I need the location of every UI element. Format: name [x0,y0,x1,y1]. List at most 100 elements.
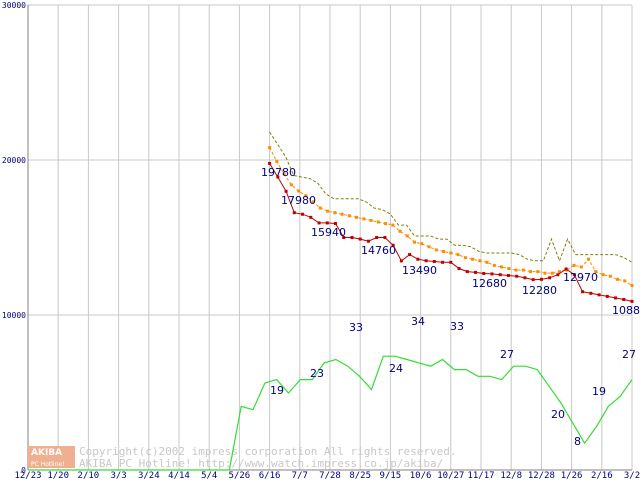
average-point [601,273,605,277]
x-tick-label: 9/15 [380,471,402,480]
average-point [500,265,504,269]
average-point [536,270,540,274]
grid [27,4,633,471]
shop-count-label: 27 [622,348,636,361]
x-tick-label: 7/28 [319,471,341,480]
min-price-label: 12280 [522,284,557,297]
average-point [485,260,489,264]
min-price-label: 12680 [472,277,507,290]
shop-count-label: 27 [500,348,514,361]
logo-text-top: AKIBA [31,448,62,458]
x-tick-label: 12/23 [14,471,41,480]
min-point [556,273,560,277]
average-point [587,257,591,261]
min-point [539,277,543,281]
average-point [340,212,344,216]
average-point [275,160,279,164]
min-point [523,276,527,280]
average-point [355,215,359,219]
x-tick-label: 5/4 [201,471,217,480]
min-point [375,236,379,239]
min-point [449,260,453,264]
average-point [521,268,525,272]
logo-box-bottom [28,458,75,468]
min-price-label: 19780 [261,166,296,179]
average-point [427,245,431,249]
x-tick-label: 4/14 [168,471,190,480]
copyright-line-2: AKIBA PC Hotline! http://www.watch.impre… [79,457,443,470]
average-point [529,270,533,274]
x-tick-label: 7/7 [292,471,308,480]
average-point [463,256,467,260]
average-point [318,206,322,210]
y-tick-label: 10000 [2,311,26,320]
x-tick-label: 1/20 [47,471,69,480]
min-point [572,273,576,277]
y-tick-label: 30000 [2,1,26,10]
min-point [292,211,296,215]
min-point [622,298,626,301]
x-tick-label: 12/8 [500,471,522,480]
min-point [506,273,510,277]
min-point [268,161,272,165]
min-point [424,259,428,263]
shop-count-label: 19 [592,385,606,398]
series-layer [28,131,634,471]
min-point [614,296,618,300]
min-point [465,270,469,274]
min-price-label: 13490 [402,264,437,277]
x-tick-label: 3/3 [110,471,126,480]
average-point [376,220,380,224]
average-point [478,259,482,263]
average-point [326,209,330,213]
average-point [507,267,511,270]
x-axis: 12/23 1/20 2/10 3/3 3/24 4/14 5/4 5/26 6/16 7/7 7/… [14,471,640,480]
min-point [399,259,403,263]
min-point [276,175,280,179]
shop-count-label: 33 [349,321,363,334]
average-point [289,183,293,187]
min-point [383,236,387,239]
average-point [572,263,576,267]
min-point [564,267,568,271]
x-tick-label: 2/16 [591,471,613,480]
shops-series-line [28,355,633,471]
labels-layer: 19780 17980 15940 14760 13490 12680 1228… [261,166,640,448]
min-point [309,215,313,219]
shop-count-label: 23 [310,367,324,380]
average-point [434,248,438,252]
min-point [301,212,305,216]
x-tick-label: 3/24 [138,471,160,480]
x-tick-label: 3/2 [624,471,640,480]
min-point [317,221,321,225]
average-point [608,274,612,278]
x-tick-label: 10/6 [410,471,432,480]
min-point [325,221,329,225]
min-point [490,272,494,276]
min-point [548,276,552,280]
min-point [630,299,634,303]
y-tick-label: 0 [21,466,26,475]
shop-count-label: 24 [389,362,403,375]
min-point [605,294,609,298]
copyright-line-1: Copyright(c)2002 impress corporation All… [79,445,457,458]
min-price-label: 15940 [311,226,346,239]
average-point [282,172,286,176]
average-point [297,189,301,193]
min-point [531,278,535,282]
average-point [304,194,308,198]
min-price-label: 12970 [563,271,598,284]
min-point [350,236,354,239]
average-point [391,223,395,227]
max-series-line [269,131,633,263]
average-point [413,240,417,244]
shop-count-label: 20 [551,408,565,421]
average-point [420,242,424,246]
min-price-label: 17980 [281,194,316,207]
average-point [579,265,583,269]
x-tick-label: 2/10 [78,471,100,480]
average-point [514,268,518,272]
average-point [616,277,620,281]
min-point [366,239,370,243]
average-point [623,279,627,283]
